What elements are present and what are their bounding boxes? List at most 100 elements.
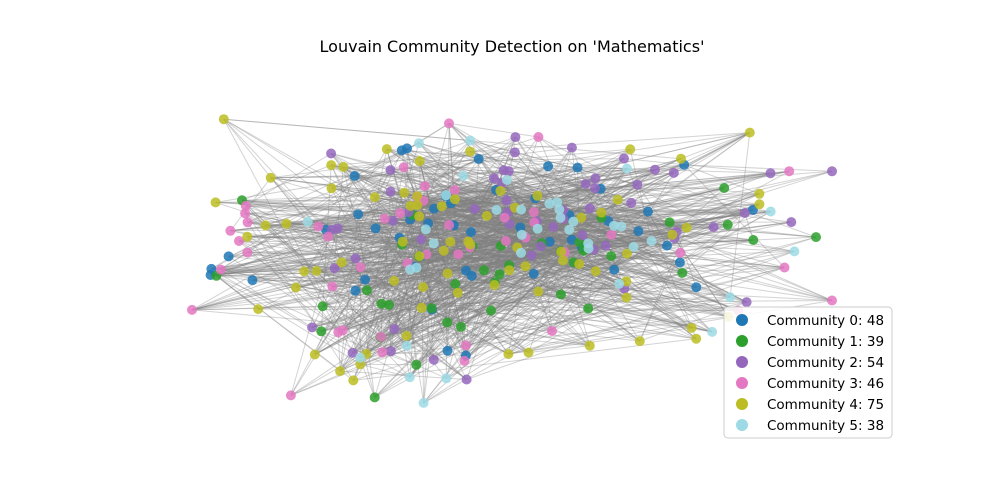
- graph-node-community-4: [532, 190, 543, 201]
- graph-edge: [470, 151, 515, 153]
- graph-node-community-1: [583, 303, 594, 314]
- graph-edge: [210, 224, 455, 276]
- graph-edge: [454, 169, 656, 191]
- graph-node-community-4: [503, 349, 514, 359]
- graph-edge: [520, 218, 564, 228]
- graph-node-community-0: [609, 264, 620, 275]
- graph-edge: [406, 177, 495, 346]
- graph-edge: [581, 246, 785, 268]
- graph-edge: [191, 201, 558, 311]
- graph-edge: [422, 177, 596, 288]
- graph-node-community-3: [313, 221, 324, 232]
- graph-edge: [360, 209, 754, 365]
- graph-edge: [417, 169, 504, 198]
- graph-edge: [563, 169, 656, 220]
- graph-edge: [400, 203, 760, 214]
- graph-edge: [431, 267, 785, 309]
- graph-edge: [611, 255, 739, 312]
- graph-edge: [508, 246, 634, 355]
- graph-edge: [445, 169, 656, 196]
- graph-edge: [339, 260, 564, 372]
- graph-edge: [215, 201, 442, 207]
- graph-edge: [528, 211, 771, 353]
- graph-edge: [339, 214, 359, 372]
- graph-node-community-2: [626, 197, 637, 208]
- graph-edge: [569, 214, 747, 303]
- graph-edge: [406, 148, 448, 323]
- graph-node-community-4: [348, 375, 359, 386]
- graph-node-community-4: [452, 287, 463, 298]
- graph-node-community-4: [336, 257, 347, 268]
- graph-edge: [322, 211, 649, 307]
- graph-edge: [381, 237, 400, 304]
- graph-edge: [360, 316, 729, 359]
- graph-node-community-3: [449, 185, 460, 196]
- graph-node-community-2: [708, 222, 719, 233]
- graph-node-community-2: [386, 346, 396, 357]
- graph-node-community-5: [441, 373, 452, 384]
- graph-node-community-4: [326, 183, 337, 194]
- graph-edge: [191, 222, 429, 311]
- legend-marker: [736, 314, 748, 326]
- graph-edge: [339, 209, 522, 372]
- graph-edge: [216, 263, 580, 277]
- graph-edge: [419, 226, 622, 257]
- graph-edge: [412, 214, 471, 248]
- graph-node-community-1: [719, 183, 730, 193]
- graph-edge: [238, 209, 522, 242]
- graph-edge: [408, 211, 526, 239]
- graph-edge: [210, 242, 434, 276]
- graph-edge: [557, 172, 771, 203]
- graph-edge: [331, 229, 376, 398]
- graph-edge: [322, 305, 392, 352]
- legend-entry-community-0: Community 0: 48: [736, 313, 884, 329]
- graph-edge: [304, 270, 713, 333]
- graph-edge: [307, 189, 497, 223]
- graph-edge: [380, 272, 683, 338]
- legend-marker: [736, 419, 748, 431]
- graph-edge: [508, 327, 692, 355]
- graph-edge: [423, 200, 510, 271]
- graph-edge: [457, 234, 583, 294]
- graph-edge: [419, 215, 522, 236]
- graph-edge: [252, 190, 501, 281]
- graph-edge: [265, 136, 539, 226]
- graph-node-community-5: [532, 223, 543, 234]
- graph-edge: [587, 288, 625, 309]
- graph-edge: [608, 220, 714, 228]
- graph-edge: [322, 246, 582, 307]
- graph-edge: [359, 250, 445, 365]
- graph-edge: [490, 293, 562, 311]
- graph-node-community-3: [419, 181, 430, 192]
- graph-edge: [562, 230, 639, 261]
- graph-node-community-4: [449, 194, 460, 205]
- graph-edge: [230, 177, 272, 232]
- graph-edge: [403, 166, 628, 169]
- graph-node-community-3: [453, 249, 464, 260]
- graph-edge: [247, 212, 745, 223]
- graph-edge: [322, 266, 361, 307]
- graph-node-community-3: [337, 325, 348, 336]
- graph-edge: [318, 226, 458, 294]
- graph-edge: [394, 168, 628, 330]
- graph-edge: [551, 270, 597, 332]
- graph-node-community-1: [450, 279, 461, 289]
- graph-edge: [447, 286, 697, 352]
- graph-edge: [258, 212, 745, 310]
- graph-edge: [417, 196, 562, 295]
- graph-node-community-4: [481, 210, 492, 221]
- graph-edge: [270, 177, 407, 337]
- graph-edge: [210, 274, 366, 281]
- graph-edge: [401, 179, 508, 246]
- graph-edge: [228, 255, 739, 312]
- graph-edge: [390, 223, 510, 352]
- graph-edge: [314, 283, 456, 355]
- graph-edge: [339, 217, 561, 372]
- graph-edge: [342, 283, 620, 331]
- graph-node-community-4: [260, 220, 271, 231]
- graph-edge: [416, 195, 697, 288]
- graph-edge: [322, 241, 404, 307]
- graph-edge: [448, 123, 607, 246]
- graph-edge: [541, 243, 553, 332]
- graph-edge: [191, 296, 731, 311]
